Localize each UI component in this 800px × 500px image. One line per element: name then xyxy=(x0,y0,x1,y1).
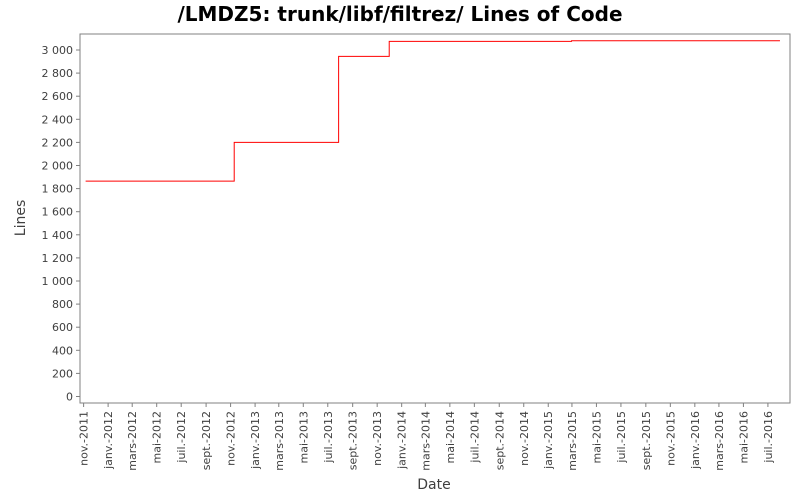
x-tick-label: juil.-2015 xyxy=(615,411,628,464)
y-tick-label: 1 800 xyxy=(42,183,74,196)
y-tick-label: 3 000 xyxy=(42,44,74,57)
x-tick-label: sept.-2012 xyxy=(200,411,213,470)
series-line xyxy=(85,40,780,182)
x-tick-label: mars-2014 xyxy=(419,411,432,471)
x-tick-label: janv.-2015 xyxy=(542,411,555,470)
x-tick-label: juil.-2016 xyxy=(762,411,775,464)
x-tick-label: janv.-2013 xyxy=(249,411,262,470)
y-tick-label: 800 xyxy=(52,298,73,311)
x-tick-label: nov.-2013 xyxy=(371,411,384,466)
y-tick-label: 2 400 xyxy=(42,113,74,126)
x-tick-label: nov.-2012 xyxy=(225,411,238,466)
y-tick-label: 1 200 xyxy=(42,252,74,265)
x-tick-label: sept.-2014 xyxy=(493,411,506,470)
x-tick-label: nov.-2015 xyxy=(664,411,677,466)
y-tick-label: 2 000 xyxy=(42,160,74,173)
y-tick-label: 2 800 xyxy=(42,67,74,80)
x-tick-label: juil.-2012 xyxy=(175,411,188,464)
x-tick-label: janv.-2012 xyxy=(102,411,115,470)
y-tick-label: 2 200 xyxy=(42,136,74,149)
x-tick-label: juil.-2013 xyxy=(322,411,335,464)
x-tick-label: mars-2016 xyxy=(713,411,726,471)
x-tick-label: juil.-2014 xyxy=(468,411,481,464)
x-axis-label: Date xyxy=(417,477,450,493)
y-tick-label: 2 600 xyxy=(42,90,74,103)
y-tick-label: 200 xyxy=(52,367,73,380)
x-tick-label: janv.-2014 xyxy=(396,411,409,470)
y-axis: 0 200 400 600 800 1 000 1 200 1 400 1 600 1 800 2 … xyxy=(42,44,80,404)
x-tick-label: mai-2014 xyxy=(444,411,457,463)
y-tick-label: 1 000 xyxy=(42,275,74,288)
plot-area xyxy=(79,33,791,404)
x-tick-label: mai-2012 xyxy=(151,411,164,463)
x-tick-label: mai-2015 xyxy=(590,411,603,463)
y-axis-label: Lines xyxy=(13,200,29,236)
y-tick-label: 400 xyxy=(52,344,73,357)
series-layer xyxy=(85,40,780,182)
x-tick-label: mai-2013 xyxy=(297,411,310,463)
y-tick-label: 600 xyxy=(52,321,73,334)
x-tick-label: mars-2013 xyxy=(273,411,286,471)
x-tick-label: mars-2012 xyxy=(126,411,139,471)
x-tick-label: mars-2015 xyxy=(566,411,579,471)
x-tick-label: janv.-2016 xyxy=(689,411,702,470)
x-tick-label: nov.-2014 xyxy=(518,411,531,466)
x-axis: nov.-2011 janv.-2012 mars-2012 mai-2012 juil… xyxy=(78,403,775,471)
chart-title: /LMDZ5: trunk/libf/filtrez/ Lines of Cod… xyxy=(177,2,623,26)
y-tick-label: 1 400 xyxy=(42,229,74,242)
y-tick-label: 1 600 xyxy=(42,206,74,219)
x-tick-label: sept.-2013 xyxy=(347,411,360,470)
y-tick-label: 0 xyxy=(66,391,73,404)
x-tick-label: sept.-2015 xyxy=(640,411,653,470)
x-tick-label: mai-2016 xyxy=(737,411,750,463)
x-tick-label: nov.-2011 xyxy=(78,411,91,466)
